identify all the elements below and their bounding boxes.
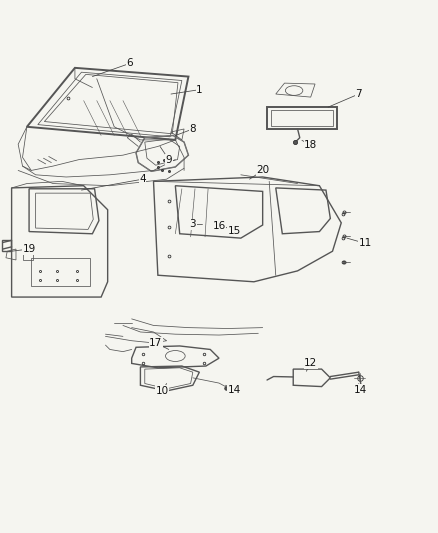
Text: 7: 7 [355,89,362,99]
Text: 17: 17 [149,338,162,348]
Text: 4: 4 [139,174,146,184]
Text: 9: 9 [166,155,172,165]
Text: 18: 18 [304,140,317,150]
Text: 11: 11 [359,238,372,248]
Text: 12: 12 [304,358,317,368]
Text: 1: 1 [196,85,203,95]
Text: 20: 20 [256,165,269,175]
Text: 3: 3 [190,219,196,229]
Text: 8: 8 [190,124,196,134]
Text: 10: 10 [155,386,169,396]
Text: 14: 14 [228,385,241,394]
Text: 19: 19 [22,244,36,254]
Text: 16: 16 [212,221,226,231]
Text: 15: 15 [228,225,241,236]
Text: 14: 14 [354,385,367,394]
Text: 6: 6 [126,59,133,68]
